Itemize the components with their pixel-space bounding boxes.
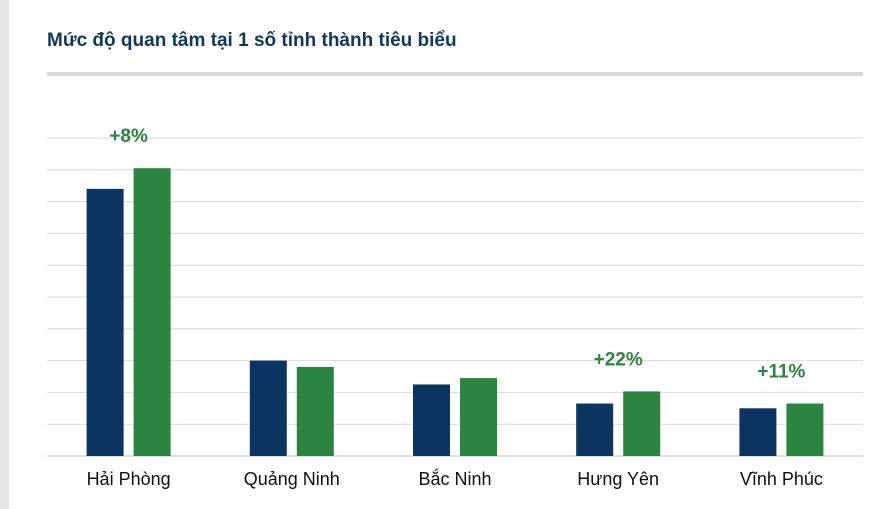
bar-dark [739, 408, 777, 456]
bar-green [296, 366, 334, 456]
category-label: Bắc Ninh [418, 468, 491, 489]
title-divider [47, 72, 863, 76]
chart-title: Mức độ quan tâm tại 1 số tỉnh thành tiêu… [47, 30, 457, 51]
bars [86, 168, 824, 456]
category-label: Hải Phòng [87, 469, 171, 489]
growth-annotation: +8% [109, 126, 148, 147]
bar-dark [249, 360, 287, 456]
bar-dark [86, 188, 124, 456]
bar-green [623, 391, 661, 456]
growth-annotation: +22% [594, 349, 643, 370]
bar-green [786, 403, 824, 456]
gridlines [47, 137, 863, 457]
bar-dark [576, 403, 614, 456]
category-labels: Hải Phòng Quảng Ninh Bắc Ninh Hưng Yên Vĩnh … [87, 468, 823, 489]
category-label: Quảng Ninh [244, 469, 340, 489]
growth-annotation: +11% [757, 362, 805, 383]
category-label: Vĩnh Phúc [740, 469, 823, 489]
bar-dark [413, 384, 450, 456]
annotations: +8% +22% +11% [109, 126, 805, 382]
bar-green [133, 168, 171, 456]
category-label: Hưng Yên [577, 469, 659, 489]
left-border-strip [0, 0, 9, 509]
bar-green [460, 378, 497, 456]
